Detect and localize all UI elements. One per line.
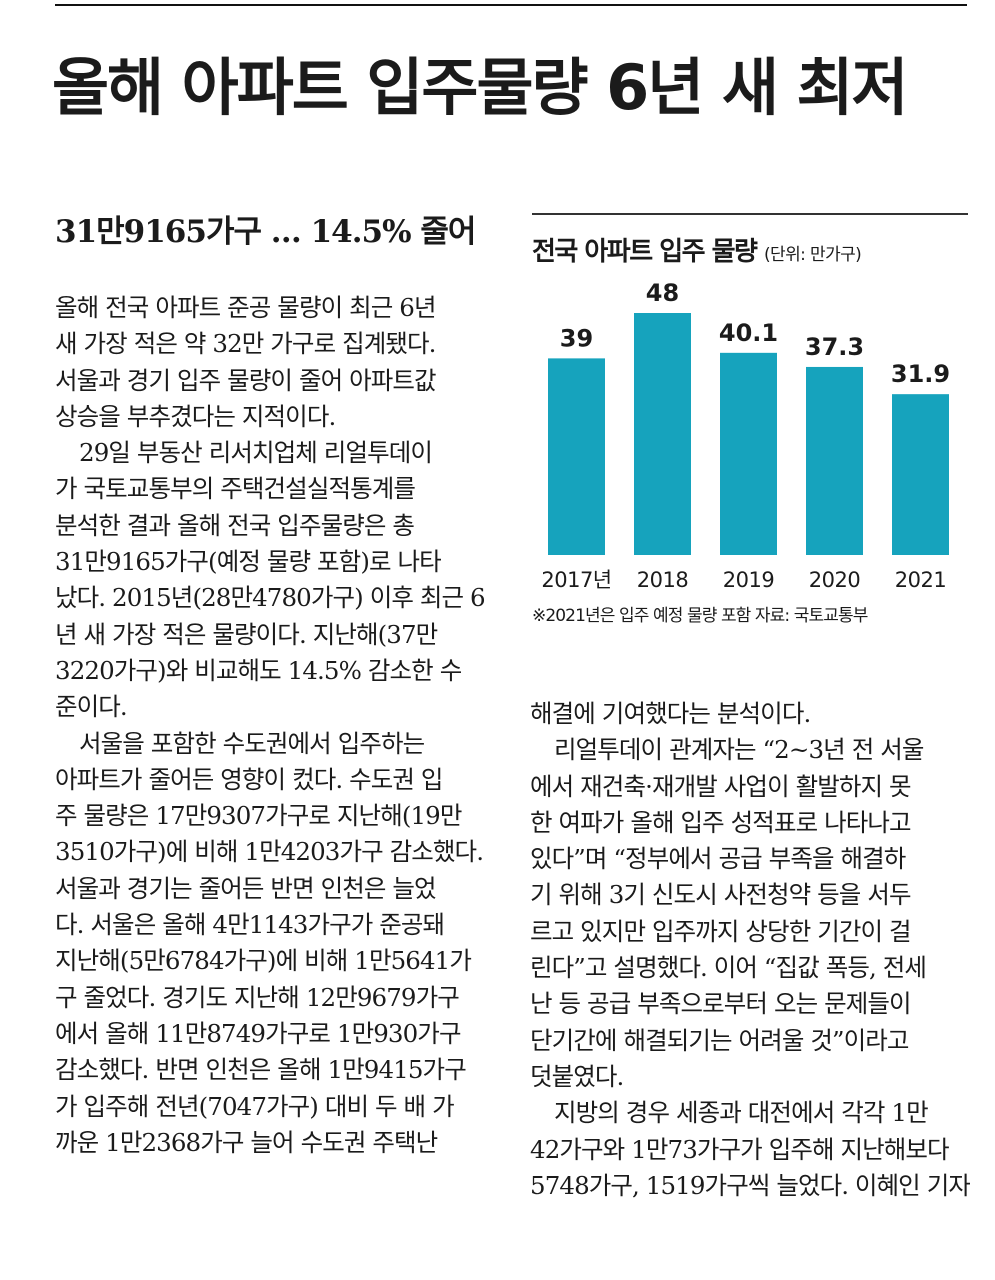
article-line: 감소했다. 반면 인천은 올해 1만9415가구 bbox=[55, 1055, 467, 1085]
article-line: 르고 있지만 입주까지 상당한 기간이 걸 bbox=[530, 916, 912, 946]
article-line: 42가구와 1만73가구가 입주해 지난해보다 bbox=[530, 1134, 950, 1164]
article-line: 해결에 기여했다는 분석이다. bbox=[530, 699, 811, 728]
article-left-column: 올해 전국 아파트 준공 물량이 최근 6년 새 가장 적은 약 32만 가구로… bbox=[55, 290, 500, 1161]
chart-top-rule bbox=[532, 213, 968, 215]
bar-value-label-4: 31.9 bbox=[891, 360, 950, 388]
article-line: 31만9165가구(예정 물량 포함)로 나타 bbox=[55, 547, 442, 577]
article-line: 5748가구, 1519가구씩 늘었다. 이혜인 기자 bbox=[530, 1168, 970, 1204]
byline: 이혜인 기자 bbox=[854, 1170, 970, 1200]
bar-value-label-1: 48 bbox=[646, 279, 679, 307]
article-line: 가 입주해 전년(7047가구) 대비 두 배 가 bbox=[55, 1091, 455, 1121]
top-rule bbox=[55, 4, 967, 6]
bar-2 bbox=[720, 352, 777, 555]
x-tick-label-2: 2019 bbox=[723, 568, 774, 592]
article-line: 서울과 경기는 줄어든 반면 인천은 늘었 bbox=[55, 873, 437, 903]
headline: 올해 아파트 입주물량 6년 새 최저 bbox=[52, 51, 909, 124]
x-tick-label-0: 2017년 bbox=[541, 568, 611, 592]
article-line: 한 여파가 올해 입주 성적표로 나타나고 bbox=[530, 807, 912, 837]
chart-title-text: 전국 아파트 입주 물량 bbox=[532, 237, 758, 267]
article-line: 다. 서울은 올해 4만1143가구가 준공돼 bbox=[55, 910, 445, 940]
article-line: 년 새 가장 적은 물량이다. 지난해(37만 bbox=[55, 619, 438, 649]
article-line: 까운 1만2368가구 늘어 수도권 주택난 bbox=[55, 1127, 438, 1157]
bar-0 bbox=[548, 358, 605, 555]
bar-value-label-3: 37.3 bbox=[805, 333, 864, 361]
article-right-column: 해결에 기여했다는 분석이다. 리얼투데이 관계자는 “2~3년 전 서울 에서… bbox=[530, 696, 970, 1204]
article-line: 린다”고 설명했다. 이어 “집값 폭등, 전세 bbox=[530, 953, 927, 983]
chart-title: 전국 아파트 입주 물량 (단위: 만가구) bbox=[532, 231, 862, 268]
x-tick-label-4: 2021 bbox=[895, 568, 946, 592]
x-tick-label-3: 2020 bbox=[809, 568, 860, 592]
bar-value-label-0: 39 bbox=[560, 324, 593, 352]
article-line: 29일 부동산 리서치업체 리얼투데이 bbox=[79, 438, 433, 468]
article-line: 상승을 부추겼다는 지적이다. bbox=[55, 401, 336, 431]
bar-1 bbox=[634, 313, 691, 555]
article-line: 서울을 포함한 수도권에서 입주하는 bbox=[79, 728, 425, 758]
chart-source-note: ※2021년은 입주 예정 물량 포함 자료: 국토교통부 bbox=[532, 606, 868, 626]
article-line: 가 국토교통부의 주택건설실적통계를 bbox=[55, 474, 416, 504]
chart-unit: (단위: 만가구) bbox=[764, 245, 862, 265]
article-line: 3510가구)에 비해 1만4203가구 감소했다. bbox=[55, 837, 484, 867]
article-line: 에서 올해 11만8749가구로 1만930가구 bbox=[55, 1018, 461, 1048]
article-line: 지방의 경우 세종과 대전에서 각각 1만 bbox=[554, 1098, 929, 1128]
article-line: 덧붙였다. bbox=[530, 1061, 624, 1091]
bar-chart: 전국 아파트 입주 물량 (단위: 만가구) 39 2017년 48 2018 40.1… bbox=[532, 213, 968, 633]
article-line: 난 등 공급 부족으로부터 오는 문제들이 bbox=[530, 989, 912, 1019]
bar-3 bbox=[806, 366, 863, 555]
subhead: 31만9165가구 … 14.5% 줄어 bbox=[55, 214, 476, 250]
article-line: 새 가장 적은 약 32만 가구로 집계됐다. bbox=[55, 329, 436, 359]
article-line: 에서 재건축·재개발 사업이 활발하지 못 bbox=[530, 771, 912, 801]
article-line: 준이다. bbox=[55, 692, 128, 722]
article-line-text: 5748가구, 1519가구씩 늘었다. bbox=[530, 1170, 849, 1200]
chart-plot: 39 2017년 48 2018 40.1 2019 37.3 2020 31.9 2021 bbox=[541, 279, 950, 592]
x-tick-label-1: 2018 bbox=[637, 568, 688, 592]
article-line: 올해 전국 아파트 준공 물량이 최근 6년 bbox=[55, 293, 437, 322]
bar-4 bbox=[892, 394, 949, 555]
article-line: 단기간에 해결되기는 어려울 것”이라고 bbox=[530, 1025, 909, 1055]
article-line: 서울과 경기 입주 물량이 줄어 아파트값 bbox=[55, 365, 437, 395]
article-line: 기 위해 3기 신도시 사전청약 등을 서두 bbox=[530, 880, 912, 910]
article-line: 구 줄었다. 경기도 지난해 12만9679가구 bbox=[55, 982, 460, 1012]
article-line: 3220가구)와 비교해도 14.5% 감소한 수 bbox=[55, 655, 462, 685]
article-line: 분석한 결과 올해 전국 입주물량은 총 bbox=[55, 510, 415, 540]
article-line: 지난해(5만6784가구)에 비해 1만5641가 bbox=[55, 946, 472, 976]
article-line: 있다”며 “정부에서 공급 부족을 해결하 bbox=[530, 844, 906, 874]
article-line: 리얼투데이 관계자는 “2~3년 전 서울 bbox=[554, 735, 924, 765]
bar-value-label-2: 40.1 bbox=[719, 319, 778, 347]
article-line: 주 물량은 17만9307가구로 지난해(19만 bbox=[55, 801, 462, 831]
article-line: 났다. 2015년(28만4780가구) 이후 최근 6 bbox=[55, 583, 486, 613]
article-line: 아파트가 줄어든 영향이 컸다. 수도권 입 bbox=[55, 764, 443, 794]
